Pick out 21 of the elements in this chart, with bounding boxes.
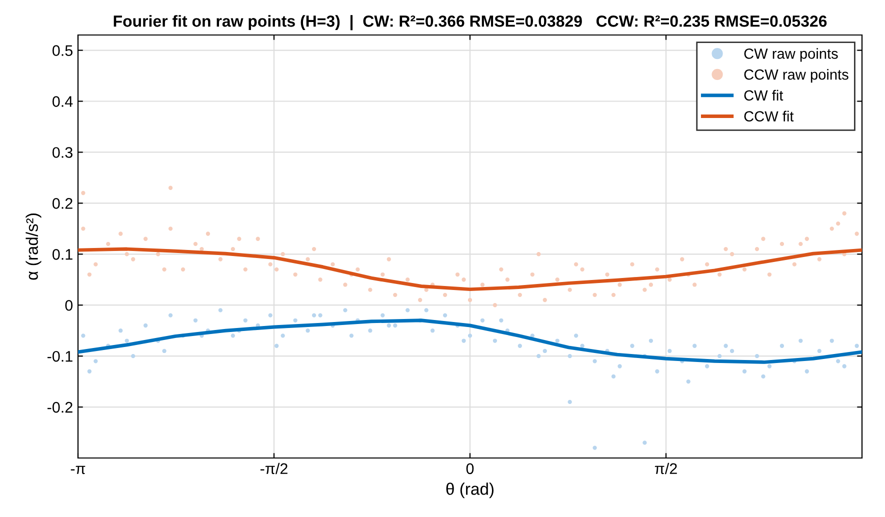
y-tick-label: 0.4 — [52, 96, 73, 107]
chart-title: Fourier fit on raw points (H=3) | CW: R²=0.366 RMSE=0.03829 CCW: R²=0.235 RMSE=0.05326 — [114, 15, 827, 30]
y-tick-label: 0.3 — [52, 147, 72, 158]
line-series — [78, 318, 862, 364]
x-tick-label: π/2 — [654, 462, 677, 474]
legend-label: CW raw points — [744, 48, 838, 62]
y-tick-label: 0.1 — [52, 249, 72, 260]
y-tick-label: 0 — [65, 300, 73, 311]
x-tick-label: -π/2 — [260, 462, 288, 474]
x-axis-title: θ (rad) — [446, 482, 494, 498]
y-axis-title: α (rad/s²) — [26, 214, 42, 280]
x-tick-label: -π — [70, 466, 86, 474]
legend-label: CCW fit — [744, 110, 794, 122]
y-tick-label: 0.5 — [52, 45, 72, 56]
legend-label: CCW raw points — [744, 69, 848, 83]
y-tick-label: -0.2 — [47, 402, 72, 413]
x-tick-label: 0 — [466, 463, 474, 474]
legend-label: CW fit — [744, 90, 784, 101]
y-tick-label: 0.2 — [52, 198, 72, 209]
y-tick-label: -0.1 — [47, 350, 72, 362]
line-series — [78, 247, 862, 292]
